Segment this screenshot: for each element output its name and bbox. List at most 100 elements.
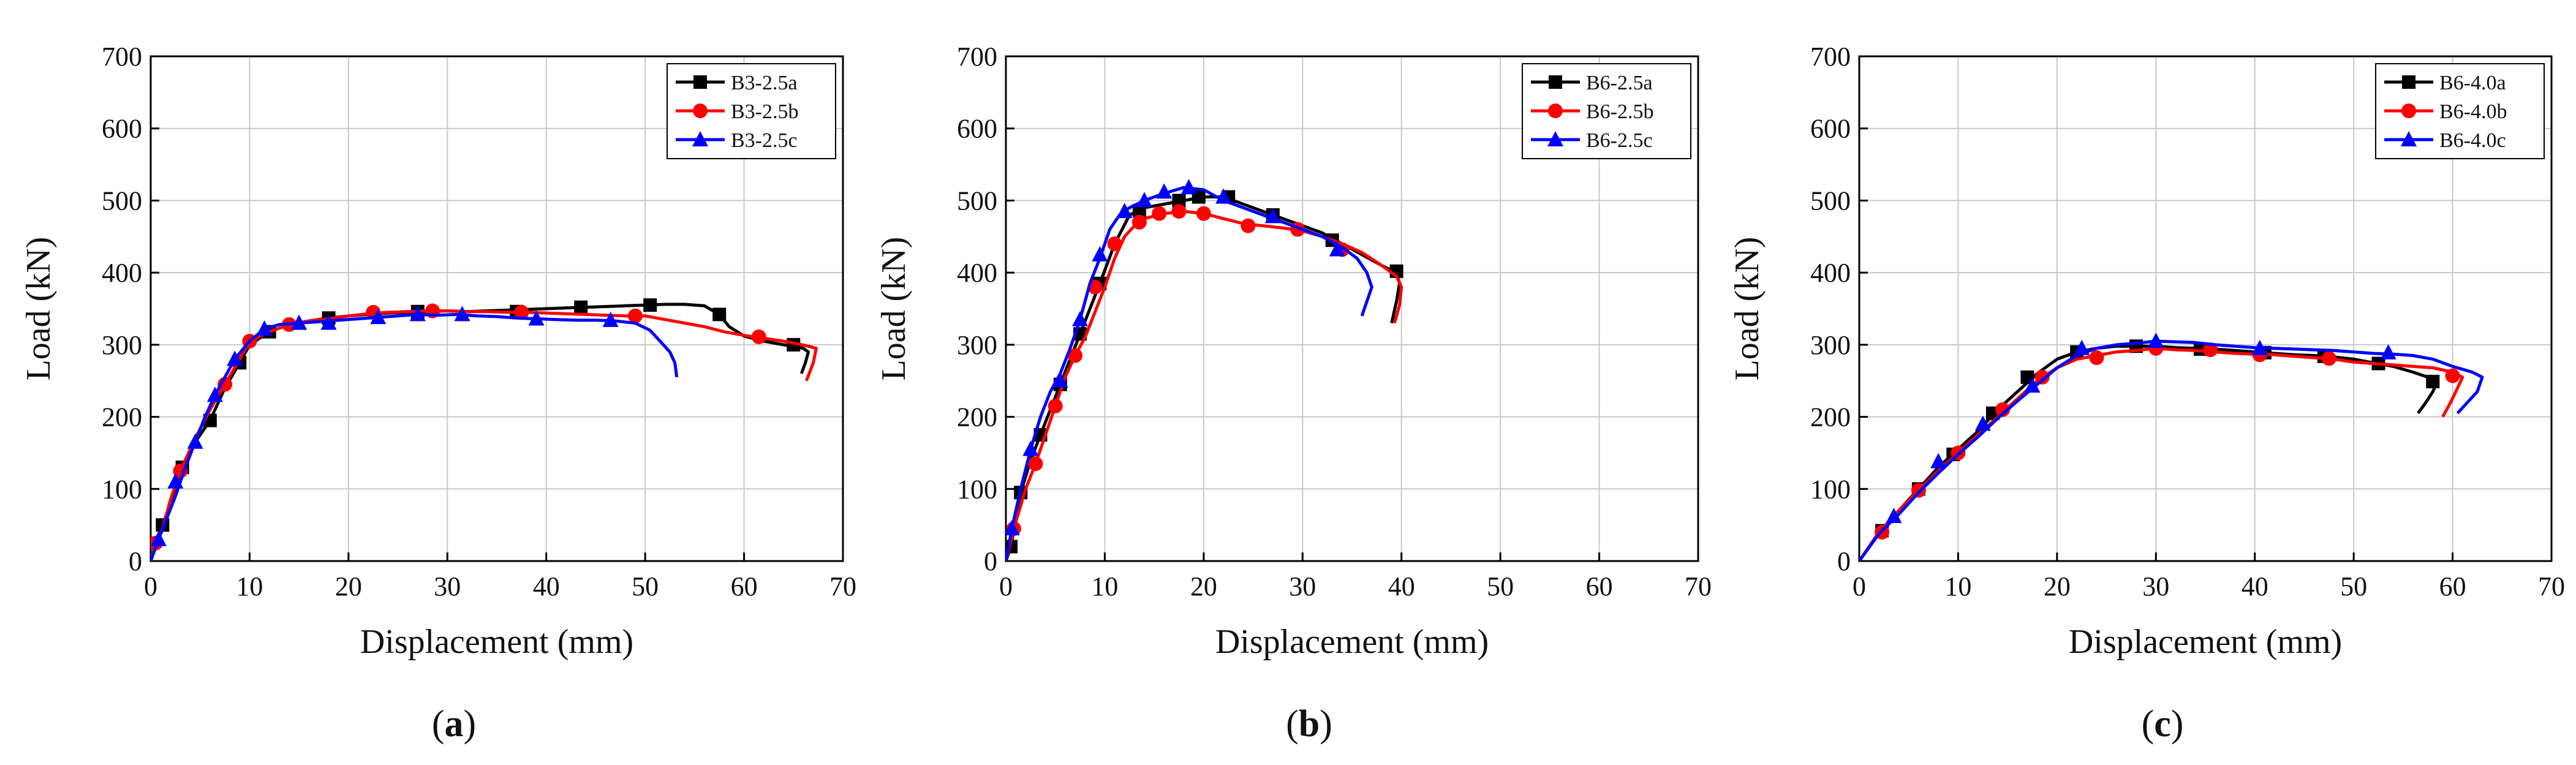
- data-point-marker: [1911, 483, 1926, 498]
- legend-label: B3-2.5a: [731, 72, 798, 94]
- panel-label: (b): [1286, 703, 1332, 745]
- y-tick-label: 700: [957, 42, 997, 72]
- y-axis-title: Load (kN): [1728, 237, 1766, 381]
- x-tick-label: 20: [2044, 571, 2071, 601]
- data-point-marker: [1215, 188, 1232, 204]
- legend-label: B3-2.5b: [731, 100, 799, 123]
- x-tick-label: 60: [1586, 571, 1613, 601]
- y-tick-label: 400: [957, 258, 997, 288]
- data-point-marker: [1028, 456, 1043, 472]
- data-point-marker: [2426, 374, 2440, 388]
- y-axis-title: Load (kN): [20, 237, 58, 381]
- legend: B6-2.5a B6-2.5b B6-2.5c: [1522, 63, 1691, 159]
- data-point-marker: [454, 306, 470, 322]
- x-tick-label: 70: [1685, 571, 1712, 601]
- chart-panel-a: 0 10 20 30 40 50 60 700100200300400500600700Dis…: [20, 42, 856, 745]
- y-tick-label: 100: [102, 474, 142, 504]
- data-point-marker: [1886, 508, 1902, 524]
- data-point-marker: [409, 306, 426, 322]
- legend-label: B3-2.5c: [731, 129, 798, 152]
- plot-frame: [1005, 55, 1699, 562]
- y-tick-label: 500: [957, 186, 997, 216]
- data-point-marker: [643, 298, 657, 312]
- y-tick-label: 700: [102, 42, 142, 72]
- y-tick-label: 700: [1810, 42, 1851, 72]
- data-point-marker: [167, 473, 184, 489]
- data-point-marker: [370, 309, 387, 325]
- y-tick-label: 200: [957, 402, 997, 432]
- y-tick-label: 0: [129, 546, 142, 576]
- legend-swatch-marker: [693, 104, 708, 118]
- legend-swatch-marker: [2402, 75, 2415, 89]
- legend-label: B6-2.5a: [1586, 72, 1653, 94]
- y-tick-label: 0: [1837, 546, 1851, 576]
- x-tick-label: 0: [144, 571, 157, 601]
- y-tick-label: 100: [1810, 474, 1851, 504]
- x-tick-label: 20: [1190, 571, 1217, 601]
- legend-label: B6-2.5c: [1586, 129, 1653, 152]
- legend-swatch-marker: [693, 75, 707, 89]
- data-point-marker: [1152, 206, 1167, 221]
- y-tick-label: 500: [1810, 186, 1851, 216]
- data-point-marker: [1107, 236, 1122, 252]
- panel-label: (a): [432, 703, 476, 745]
- y-tick-label: 600: [957, 114, 997, 144]
- x-tick-label: 40: [1388, 571, 1415, 601]
- data-point-marker: [1136, 192, 1152, 208]
- data-point-marker: [256, 320, 273, 336]
- data-point-marker: [227, 350, 243, 366]
- x-tick-label: 50: [2340, 571, 2367, 601]
- x-tick-label: 60: [731, 571, 758, 601]
- data-point-marker: [291, 314, 308, 330]
- chart-panel-c: 0 10 20 30 40 50 60 700100200300400500600700Dis…: [1728, 42, 2565, 745]
- legend-swatch-marker: [692, 131, 708, 146]
- x-tick-label: 40: [533, 571, 560, 601]
- data-point-marker: [2251, 339, 2268, 355]
- data-point-marker: [1052, 372, 1068, 388]
- data-point-marker: [1116, 203, 1133, 219]
- y-axis-title: Load (kN): [875, 237, 913, 381]
- legend-label: B6-4.0b: [2439, 100, 2507, 123]
- x-axis-title: Displacement (mm): [2069, 623, 2342, 661]
- data-point-marker: [1264, 208, 1281, 224]
- data-point-marker: [1092, 246, 1108, 262]
- data-point-marker: [187, 433, 203, 449]
- series-line: [1859, 339, 2484, 561]
- data-point-marker: [206, 386, 223, 402]
- y-tick-label: 200: [1810, 402, 1851, 432]
- data-point-marker: [514, 304, 529, 320]
- chart-panel-b: 0 10 20 30 40 50 60 700100200300400500600700Dis…: [875, 42, 1712, 745]
- panel-label: (c): [2142, 703, 2184, 745]
- x-tick-label: 30: [434, 571, 461, 601]
- data-point-marker: [1196, 206, 1211, 221]
- data-point-marker: [1995, 402, 2011, 417]
- x-axis-title: Displacement (mm): [360, 623, 633, 661]
- data-point-marker: [1072, 311, 1089, 326]
- data-point-marker: [751, 329, 766, 344]
- data-point-marker: [1930, 453, 1947, 469]
- data-point-marker: [1156, 183, 1173, 199]
- legend: B3-2.5a B3-2.5b B3-2.5c: [667, 63, 836, 159]
- x-tick-label: 0: [1853, 571, 1866, 601]
- data-point-marker: [1172, 194, 1186, 208]
- series-line: [1006, 186, 1373, 561]
- x-tick-label: 10: [1091, 571, 1118, 601]
- y-tick-label: 500: [102, 186, 142, 216]
- x-tick-label: 30: [1289, 571, 1316, 601]
- data-point-marker: [2380, 344, 2397, 360]
- data-point-marker: [2321, 351, 2336, 366]
- data-point-marker: [1329, 241, 1345, 257]
- data-point-marker: [1048, 398, 1063, 413]
- y-tick-label: 100: [957, 474, 997, 504]
- legend-label: B6-4.0c: [2439, 129, 2506, 152]
- y-tick-label: 300: [957, 330, 997, 360]
- data-point-marker: [2089, 350, 2104, 366]
- y-tick-label: 300: [1810, 330, 1851, 360]
- y-tick-label: 400: [102, 258, 142, 288]
- data-point-marker: [628, 308, 643, 323]
- legend-label: B6-2.5b: [1586, 100, 1654, 123]
- y-tick-label: 0: [984, 546, 997, 576]
- data-point-marker: [1180, 179, 1197, 195]
- series-line: [151, 312, 679, 561]
